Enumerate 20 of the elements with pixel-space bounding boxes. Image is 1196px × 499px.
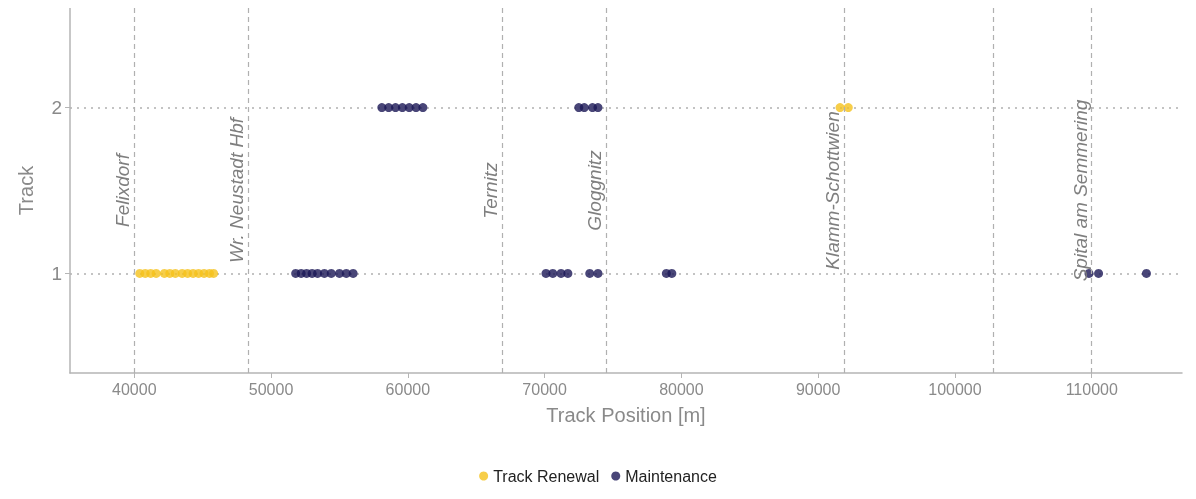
x-tick-label: 80000 bbox=[659, 380, 704, 398]
ref-line-label: Felixdorf bbox=[112, 152, 134, 227]
ref-line-label: Ternitz bbox=[480, 161, 502, 219]
y-axis-title: Track bbox=[15, 164, 37, 216]
y-tick-label: 2 bbox=[51, 97, 62, 119]
legend-label: Maintenance bbox=[625, 467, 717, 485]
x-tick-label: 100000 bbox=[928, 380, 982, 398]
x-tick-label: 70000 bbox=[522, 380, 567, 398]
x-tick-label: 90000 bbox=[795, 380, 841, 398]
x-axis-title: Track Position [m] bbox=[546, 404, 706, 426]
ref-line-label: Gloggnitz bbox=[584, 149, 606, 231]
x-tick-label: 50000 bbox=[248, 380, 294, 398]
y-tick-label: 1 bbox=[51, 262, 62, 284]
legend-label: Track Renewal bbox=[493, 467, 600, 485]
x-tick-label: 40000 bbox=[112, 380, 157, 398]
ref-line-label: Klamm-Schottwien bbox=[822, 111, 844, 270]
x-tick-label: 110000 bbox=[1065, 380, 1118, 398]
x-tick-label: 60000 bbox=[385, 380, 431, 398]
ref-line-label: Spital am Semmering bbox=[1069, 99, 1091, 282]
ref-line-label: Wr. Neustadt Hbf bbox=[225, 116, 247, 264]
